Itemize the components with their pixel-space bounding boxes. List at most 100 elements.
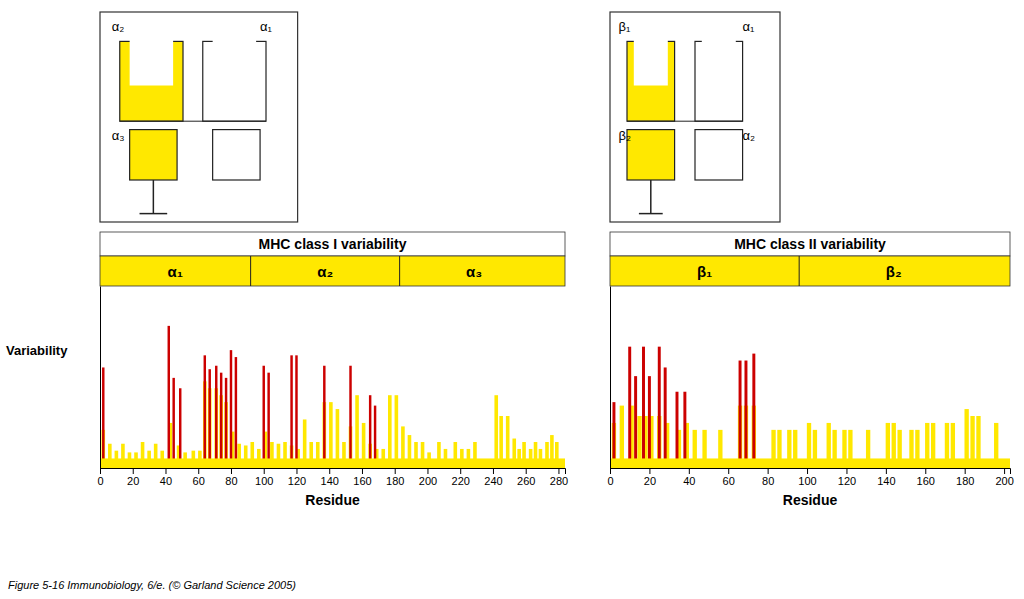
- x-tick-label: 20: [644, 475, 656, 487]
- x-tick-mark: [329, 468, 330, 474]
- x-tick-label: 140: [877, 475, 895, 487]
- segment-divider: [799, 256, 800, 286]
- bar: [642, 347, 645, 468]
- x-tick-mark: [427, 468, 428, 474]
- bar: [739, 361, 742, 468]
- schematic-line: [153, 180, 155, 214]
- x-tick-mark: [231, 468, 232, 474]
- schematic-line: [639, 213, 663, 215]
- bar: [664, 367, 667, 468]
- x-tick-mark: [1004, 468, 1005, 474]
- x-axis-title: Residue: [783, 492, 838, 508]
- bar: [230, 350, 232, 468]
- x-tick-mark: [362, 468, 363, 474]
- x-tick: 220: [452, 468, 470, 487]
- x-tick: 200: [419, 468, 437, 487]
- x-tick-mark: [925, 468, 926, 474]
- x-tick-mark: [264, 468, 265, 474]
- chart-title: MHC class II variability: [734, 236, 886, 252]
- annotation: α₂: [743, 128, 756, 143]
- bar: [102, 367, 104, 468]
- x-tick-label: 120: [288, 475, 306, 487]
- x-tick-label: 80: [762, 475, 774, 487]
- annotation: α₂: [112, 19, 125, 34]
- schematic-line: [650, 180, 652, 214]
- x-tick-label: 220: [452, 475, 470, 487]
- annotation: β₁: [619, 19, 631, 34]
- bar: [323, 366, 325, 468]
- x-axis-title: Residue: [305, 492, 360, 508]
- x-tick-mark: [965, 468, 966, 474]
- x-tick-label: 0: [97, 475, 103, 487]
- x-tick-mark: [395, 468, 396, 474]
- x-tick: 280: [550, 468, 568, 487]
- bar: [295, 355, 297, 468]
- title-band: [610, 232, 1010, 256]
- x-tick: 200: [995, 468, 1013, 487]
- x-tick: 160: [917, 468, 935, 487]
- x-tick-mark: [886, 468, 887, 474]
- x-tick: 80: [762, 468, 774, 487]
- schematic-line: [120, 121, 266, 122]
- schematic: β₁α₁β₂α₂: [610, 12, 780, 222]
- x-tick-label: 80: [225, 475, 237, 487]
- segment-divider: [250, 256, 251, 286]
- x-tick-mark: [649, 468, 650, 474]
- bar: [235, 357, 237, 468]
- x-tick: 60: [723, 468, 735, 487]
- bar: [204, 355, 206, 468]
- schematic-frame: [610, 12, 780, 222]
- baseline-band: [610, 458, 1010, 468]
- x-tick-label: 20: [127, 475, 139, 487]
- bar: [388, 395, 392, 468]
- x-tick-label: 100: [798, 475, 816, 487]
- bar: [263, 366, 265, 468]
- x-tick: 40: [683, 468, 695, 487]
- annotation: β₂: [619, 128, 632, 143]
- domain: [130, 130, 177, 180]
- x-tick: 80: [225, 468, 237, 487]
- x-tick-mark: [493, 468, 494, 474]
- x-tick-label: 0: [607, 475, 613, 487]
- chart: MHC class I variabilityα₁α₂α₃02040608010…: [6, 232, 568, 508]
- segment-band: [100, 256, 565, 286]
- segment-label: α₃: [466, 263, 482, 280]
- x-tick-label: 180: [956, 475, 974, 487]
- x-tick-label: 160: [917, 475, 935, 487]
- segment-label: β₁: [697, 263, 712, 280]
- schematic-line: [140, 213, 168, 215]
- plot-area: [100, 326, 565, 468]
- bar: [355, 395, 359, 468]
- x-tick-mark: [689, 468, 690, 474]
- bar: [369, 395, 371, 468]
- x-tick-mark: [768, 468, 769, 474]
- y-axis-title: Variability: [6, 343, 68, 358]
- x-tick-label: 160: [353, 475, 371, 487]
- x-tick-label: 180: [386, 475, 404, 487]
- bar: [683, 392, 686, 468]
- x-tick: 20: [127, 468, 139, 487]
- x-axis: 0 20 40 60 80 100 120 140 160 180 200: [607, 468, 1013, 487]
- x-tick-label: 60: [193, 475, 205, 487]
- bar: [349, 366, 351, 468]
- x-tick-label: 260: [517, 475, 535, 487]
- x-tick-mark: [610, 468, 611, 474]
- x-tick-label: 200: [995, 475, 1013, 487]
- x-tick: 120: [288, 468, 306, 487]
- x-tick: 100: [255, 468, 273, 487]
- chart-title: MHC class I variability: [259, 236, 407, 252]
- x-tick: 0: [607, 468, 613, 487]
- x-tick-label: 140: [321, 475, 339, 487]
- x-tick-label: 120: [838, 475, 856, 487]
- x-tick-mark: [460, 468, 461, 474]
- bar: [752, 354, 755, 468]
- bar: [220, 373, 222, 468]
- bar: [744, 361, 747, 468]
- bar: [634, 376, 637, 468]
- bar: [172, 378, 174, 468]
- x-tick: 0: [97, 468, 103, 487]
- bar: [267, 373, 269, 468]
- y-axis: [100, 287, 101, 469]
- domain: [213, 130, 260, 180]
- bar: [179, 388, 181, 468]
